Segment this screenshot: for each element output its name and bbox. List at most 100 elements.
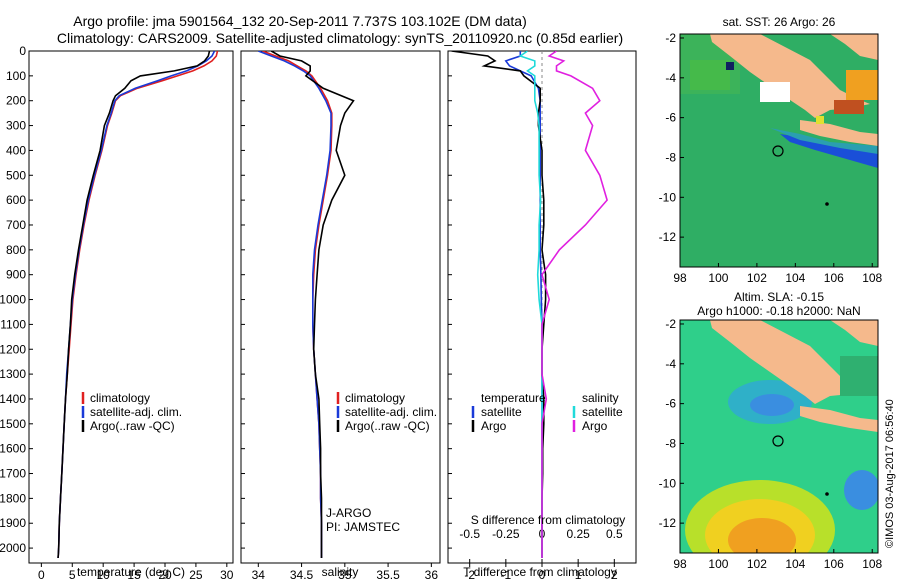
- sla-high-core: [728, 518, 796, 553]
- sla-land-patch: [840, 356, 878, 396]
- x-tick-label: 5: [69, 568, 76, 580]
- x-tick-label: 1: [575, 568, 582, 580]
- salinity-axis: 34 34.5 35 35.5 36: [241, 50, 439, 580]
- x2-tick-label: -0.25: [492, 527, 520, 541]
- sla-map-title: Altim. SLA: -0.15: [734, 290, 824, 304]
- sla-low-eddy-east: [844, 470, 878, 510]
- x-tick-label: 108: [862, 271, 882, 285]
- difference-axis: -2 -1 0 1 2-0.5 -0.25 0 0.25 0.5: [448, 50, 623, 580]
- y-tick-label: 800: [6, 243, 26, 257]
- y-tick-label: -12: [659, 516, 677, 530]
- x-tick-label: 36: [425, 568, 439, 580]
- difference-legend: temperature satellite Argo salinity sate…: [471, 391, 623, 433]
- y-tick-label: -8: [665, 436, 676, 450]
- sst-map-axes: 98 100 102 104 106 108 -2 -4 -6 -8 -10 -12: [659, 31, 883, 285]
- y-tick-label: -10: [659, 190, 677, 204]
- imos-credit: ©IMOS 03-Aug-2017 06:56:40: [884, 399, 896, 548]
- y-tick-label: 1300: [0, 367, 26, 381]
- y-tick-label: -10: [659, 476, 677, 490]
- x-tick-label: 106: [824, 271, 844, 285]
- x-tick-label: 0: [539, 568, 546, 580]
- sla-map-subtitle: Argo h1000: -0.18 h2000: NaN: [697, 304, 860, 318]
- y-tick-label: 1000: [0, 293, 26, 307]
- x-tick-label: -2: [464, 568, 475, 580]
- y-tick-label: 700: [6, 218, 26, 232]
- x-tick-label: 35: [338, 568, 352, 580]
- series-line-t-satellite: [504, 51, 543, 558]
- legend-t-sat-label: satellite: [481, 405, 522, 419]
- y-tick-label: 1900: [0, 516, 26, 530]
- legend-sal-title: salinity: [582, 391, 619, 405]
- title-line-1: Argo profile: jma 5901564_132 20-Sep-201…: [73, 13, 527, 29]
- y-tick-label: 400: [6, 143, 26, 157]
- sst-warm-patch: [690, 60, 730, 90]
- series-line-argo-raw-qc-: [57, 51, 211, 559]
- x-tick-label: 30: [220, 568, 234, 580]
- sst-map-frame: [679, 33, 879, 268]
- sst-white-gap: [760, 82, 790, 102]
- y-tick-label: 2000: [0, 541, 26, 555]
- y-tick-label: -6: [665, 397, 676, 411]
- x-tick-label: 104: [785, 271, 805, 285]
- x-tick-label: -1: [501, 568, 512, 580]
- series-line-climatology: [57, 51, 219, 559]
- x-tick-label: 34.5: [290, 568, 314, 580]
- sst-dark-cell: [726, 62, 734, 70]
- x-tick-label: 102: [747, 271, 767, 285]
- y-tick-label: 1800: [0, 491, 26, 505]
- y-tick-label: -4: [665, 357, 676, 371]
- y-tick-label: 200: [6, 94, 26, 108]
- y-tick-label: 300: [6, 119, 26, 133]
- legend-clim-label: climatology: [90, 391, 150, 405]
- sumatra-land: [710, 320, 870, 404]
- legend-s-argo-label: Argo: [582, 419, 608, 433]
- temperature-axis: 0 5 10 15 20 25 300100200300400500600700800900…: [0, 44, 234, 580]
- y-tick-label: 1400: [0, 392, 26, 406]
- java-land: [800, 120, 878, 146]
- temperature-xlabel: temperature (deg C): [77, 565, 185, 579]
- y-tick-label: 600: [6, 193, 26, 207]
- x-tick-label: 98: [673, 557, 687, 571]
- sst-hot-patch: [834, 100, 864, 114]
- y-tick-label: 500: [6, 168, 26, 182]
- salinity-legend: climatology satellite-adj. clim. Argo(..…: [336, 391, 437, 433]
- borneo-land: [830, 34, 878, 60]
- x2-tick-label: 0.5: [606, 527, 623, 541]
- salinity-panel-frame: [240, 50, 441, 564]
- temperature-legend: climatology satellite-adj. clim. Argo(..…: [81, 391, 182, 433]
- x-tick-label: 10: [97, 568, 111, 580]
- x-tick-label: 2: [611, 568, 618, 580]
- y-tick-label: 1100: [0, 317, 26, 331]
- sla-map-frame: [679, 319, 879, 554]
- legend-argo-label: Argo(..raw -QC): [345, 419, 430, 433]
- sst-yellow-cell: [816, 116, 824, 124]
- y-tick-label: -2: [665, 31, 676, 45]
- x-tick-label: 25: [189, 568, 203, 580]
- x-tick-label: 0: [38, 568, 45, 580]
- argo-location-marker: [772, 145, 784, 157]
- argo-location-marker: [772, 435, 784, 447]
- y-tick-label: 1700: [0, 467, 26, 481]
- salinity-series: [258, 51, 355, 558]
- series-line-satellite-adj-clim-: [57, 51, 216, 559]
- x-tick-label: 20: [158, 568, 172, 580]
- x-tick-label: 100: [708, 557, 728, 571]
- s-difference-xlabel: S difference from climatology: [471, 513, 626, 527]
- y-tick-label: -8: [665, 150, 676, 164]
- sla-map: [680, 320, 878, 553]
- legend-temp-title: temperature: [481, 391, 546, 405]
- pi-annotation: PI: JAMSTEC: [326, 520, 400, 534]
- sumatra-land: [710, 34, 870, 118]
- y-tick-label: -6: [665, 111, 676, 125]
- series-line-s-argo: [541, 51, 608, 558]
- program-annotation: J-ARGO: [326, 506, 371, 520]
- sst-coastal-band: [770, 128, 878, 154]
- borneo-land: [830, 320, 878, 346]
- java-land: [800, 406, 878, 432]
- y-tick-label: -4: [665, 71, 676, 85]
- legend-argo-label: Argo(..raw -QC): [90, 419, 175, 433]
- y-tick-label: 100: [6, 69, 26, 83]
- y-tick-label: 0: [19, 44, 26, 58]
- legend-sat-label: satellite-adj. clim.: [90, 405, 182, 419]
- sst-map: [680, 34, 878, 267]
